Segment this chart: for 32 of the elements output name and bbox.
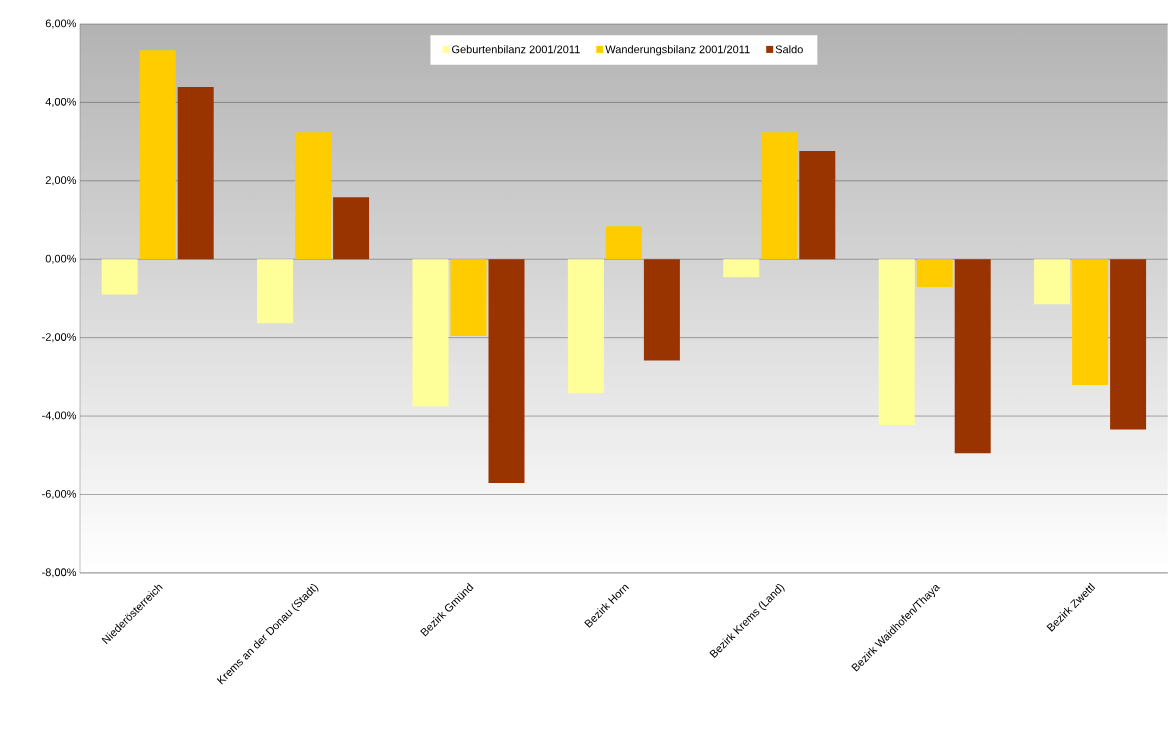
y-tick-label: 0,00% [45, 254, 77, 264]
bar [567, 259, 604, 394]
bar [412, 259, 449, 407]
bar [916, 259, 953, 288]
bar [295, 132, 332, 260]
bar [257, 259, 294, 324]
bar [1110, 259, 1147, 430]
bar [333, 197, 370, 260]
bar [101, 259, 138, 295]
y-tick-label: 2,00% [45, 176, 77, 186]
y-tick-label: 4,00% [45, 97, 77, 108]
bar [139, 50, 176, 260]
y-tick-label: -4,00% [42, 411, 77, 421]
bar [488, 259, 525, 484]
legend-label: Geburtenbilanz 2001/2011 [452, 45, 580, 54]
bar [878, 259, 915, 426]
y-tick-label: -6,00% [42, 490, 77, 500]
bar [643, 259, 680, 361]
y-tick-label: -8,00% [42, 568, 77, 578]
bar [1072, 259, 1109, 386]
bar [723, 259, 760, 278]
legend-label: Wanderungsbilanz 2001/2011 [605, 45, 750, 56]
legend-label: Saldo [775, 45, 803, 54]
bar [605, 226, 642, 260]
bar [177, 87, 214, 260]
y-tick-label: 6,00% [45, 19, 77, 29]
bar [954, 259, 991, 454]
bar [761, 132, 798, 260]
bar [799, 151, 836, 260]
bar [1034, 259, 1071, 305]
y-tick-label: -2,00% [42, 333, 77, 343]
bar [450, 259, 487, 337]
